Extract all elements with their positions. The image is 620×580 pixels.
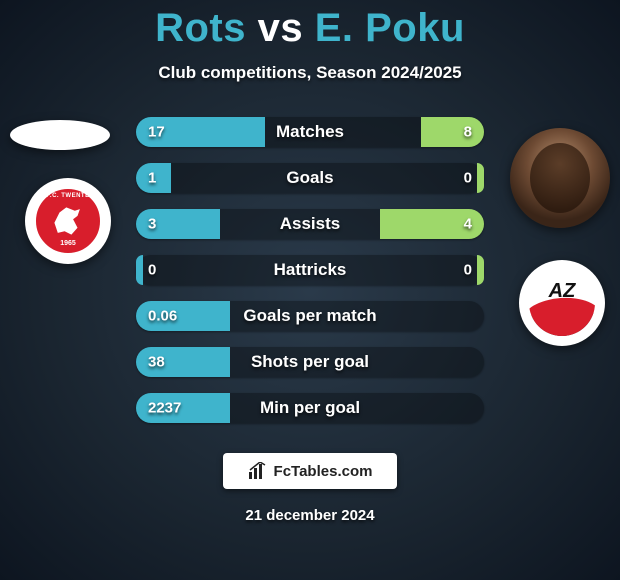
player1-avatar: [10, 120, 110, 150]
twente-year: 1965: [36, 240, 100, 247]
title-player1: Rots: [155, 6, 246, 50]
stat-row: 0.06Goals per match: [136, 301, 484, 331]
stats-list: 178Matches 10Goals 34Assists 00Hattricks 0.0…: [136, 117, 484, 423]
twente-horse-icon: [51, 204, 85, 238]
az-badge-icon: AZ: [529, 270, 595, 336]
footer-brand-text: FcTables.com: [274, 463, 373, 480]
stat-row: 34Assists: [136, 209, 484, 239]
stat-row: 10Goals: [136, 163, 484, 193]
stat-row: 178Matches: [136, 117, 484, 147]
player1-club-badge: F.C. TWENTE 1965: [25, 178, 111, 264]
player2-avatar: [510, 128, 610, 228]
stat-label: Shots per goal: [136, 352, 484, 372]
stat-row: 38Shots per goal: [136, 347, 484, 377]
stat-row: 2237Min per goal: [136, 393, 484, 423]
title-vs: vs: [258, 6, 304, 50]
page-title: Rots vs E. Poku: [0, 0, 620, 51]
stat-label: Matches: [136, 122, 484, 142]
player2-face: [530, 143, 590, 213]
stat-label: Min per goal: [136, 398, 484, 418]
subtitle: Club competitions, Season 2024/2025: [0, 63, 620, 83]
twente-name: F.C. TWENTE: [36, 193, 100, 199]
stat-label: Goals per match: [136, 306, 484, 326]
title-player2: E. Poku: [315, 6, 465, 50]
chart-icon: [248, 462, 268, 480]
date: 21 december 2024: [0, 507, 620, 524]
stat-row: 00Hattricks: [136, 255, 484, 285]
footer-brand-box[interactable]: FcTables.com: [223, 453, 397, 489]
stat-label: Hattricks: [136, 260, 484, 280]
player2-club-badge: AZ: [519, 260, 605, 346]
twente-badge-icon: F.C. TWENTE 1965: [33, 186, 103, 256]
stat-label: Assists: [136, 214, 484, 234]
stat-label: Goals: [136, 168, 484, 188]
